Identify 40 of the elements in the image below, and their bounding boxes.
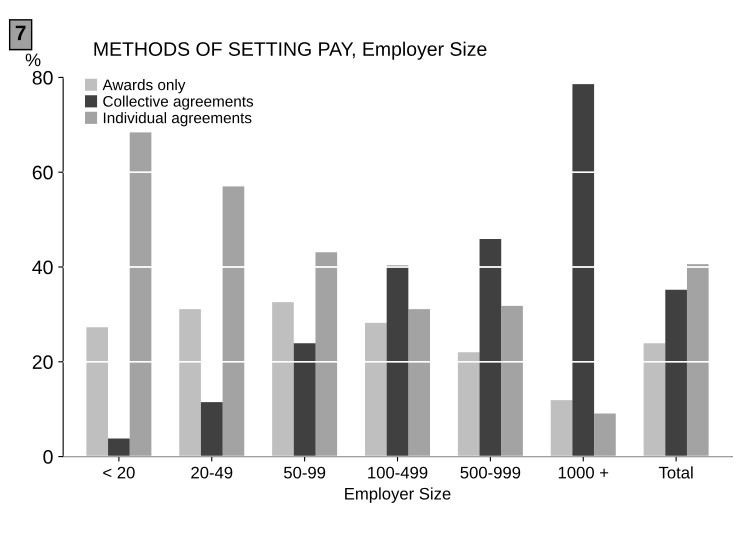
bar bbox=[365, 322, 387, 457]
y-axis-title: % bbox=[26, 54, 40, 66]
bar bbox=[86, 327, 108, 457]
y-tick-label: 40 bbox=[32, 260, 53, 274]
x-tick-label: 1000 + bbox=[558, 466, 608, 479]
chart-title: METHODS OF SETTING PAY, Employer Size bbox=[94, 42, 486, 60]
x-tick-label: 20-49 bbox=[191, 466, 232, 479]
bar bbox=[315, 252, 338, 457]
bar bbox=[572, 84, 594, 457]
bar bbox=[386, 266, 408, 457]
bar bbox=[272, 302, 294, 457]
bar bbox=[179, 309, 201, 457]
x-axis-title: Employer Size bbox=[345, 487, 450, 503]
legend-label: Awards only bbox=[102, 79, 186, 94]
x-tick-label: < 20 bbox=[103, 466, 135, 479]
x-tick-label: 100-499 bbox=[368, 466, 428, 479]
legend-label: Individual agreements bbox=[104, 112, 252, 126]
bar bbox=[458, 352, 480, 457]
bar bbox=[408, 309, 430, 457]
bar bbox=[665, 290, 687, 457]
bar bbox=[501, 306, 523, 457]
bar bbox=[130, 132, 152, 457]
x-tick-label: 500-999 bbox=[460, 466, 520, 479]
bar bbox=[686, 264, 709, 457]
y-tick-label: 60 bbox=[32, 166, 53, 180]
bar bbox=[644, 343, 666, 457]
y-tick-label: 20 bbox=[32, 355, 53, 370]
bar bbox=[222, 186, 244, 457]
legend-label: Collective agreements bbox=[103, 96, 254, 110]
x-tick-label: Total bbox=[658, 466, 693, 479]
x-tick-label: 50-99 bbox=[284, 466, 326, 479]
bar bbox=[108, 438, 130, 457]
bar bbox=[294, 343, 316, 457]
bar bbox=[480, 239, 502, 457]
y-tick-label: 80 bbox=[32, 70, 53, 85]
bar bbox=[550, 400, 572, 457]
y-tick-label: 0 bbox=[43, 450, 53, 464]
bar bbox=[594, 413, 616, 457]
text: 7 bbox=[16, 26, 26, 40]
bar bbox=[200, 402, 223, 457]
